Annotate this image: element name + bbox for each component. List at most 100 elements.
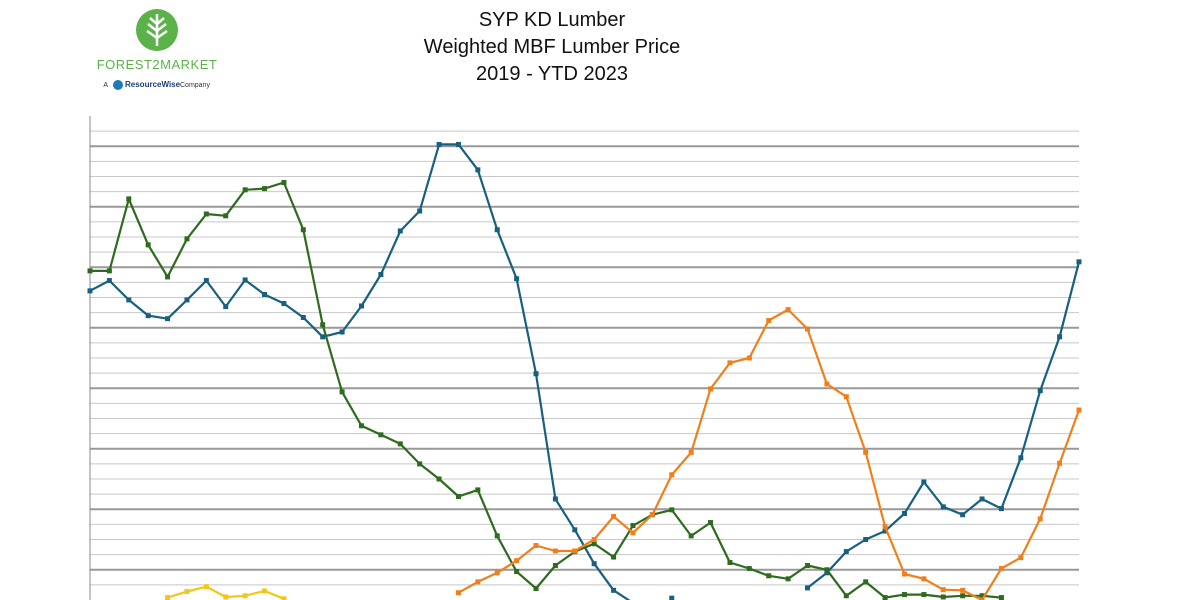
point: [669, 595, 675, 600]
point: [572, 548, 578, 554]
point: [1076, 259, 1082, 265]
point: [475, 487, 481, 493]
point: [708, 520, 714, 526]
point: [184, 236, 190, 242]
point: [746, 355, 752, 361]
point: [417, 461, 423, 467]
point: [843, 549, 849, 555]
logo-brand: ResourceWise: [125, 80, 181, 89]
point: [766, 317, 772, 323]
point: [203, 278, 209, 284]
point: [630, 530, 636, 536]
point: [242, 187, 248, 193]
point: [223, 213, 229, 219]
point: [863, 537, 869, 542]
point: [455, 494, 461, 500]
point: [824, 570, 830, 576]
point: [514, 276, 520, 282]
point: [1057, 334, 1063, 340]
point: [126, 297, 132, 303]
point: [746, 566, 752, 572]
point: [708, 386, 714, 392]
point: [552, 563, 558, 569]
point: [591, 537, 597, 542]
point: [533, 371, 539, 377]
chart-title: SYP KD Lumber: [479, 9, 626, 31]
point: [940, 587, 946, 593]
point: [203, 211, 209, 217]
point: [630, 523, 636, 529]
point: [145, 242, 151, 248]
point: [165, 595, 171, 600]
point: [998, 595, 1004, 600]
point: [184, 297, 190, 303]
point: [960, 593, 966, 599]
point: [901, 571, 907, 577]
point: [475, 579, 481, 585]
point: [940, 504, 946, 510]
point: [863, 579, 869, 585]
logo-suffix: Company: [180, 82, 210, 89]
point: [358, 423, 364, 429]
point: [921, 479, 927, 485]
point: [843, 394, 849, 400]
point: [242, 277, 248, 283]
point: [843, 593, 849, 599]
point: [281, 180, 287, 186]
point: [514, 569, 520, 575]
grid: [89, 116, 1079, 600]
point: [262, 291, 268, 297]
point: [494, 570, 500, 576]
point: [106, 278, 112, 284]
point: [1018, 455, 1024, 461]
point: [184, 589, 190, 595]
point: [262, 588, 268, 594]
point: [126, 196, 132, 202]
point: [242, 593, 248, 599]
point: [494, 533, 500, 539]
plot-area: [87, 141, 1082, 600]
point: [552, 548, 558, 554]
point: [979, 593, 985, 599]
point: [165, 316, 171, 322]
point: [863, 449, 869, 455]
point: [494, 227, 500, 233]
chart-title: Weighted MBF Lumber Price: [424, 36, 680, 58]
point: [688, 449, 694, 455]
point: [436, 476, 442, 482]
point: [572, 527, 578, 533]
point: [805, 326, 811, 332]
point: [300, 314, 306, 320]
point: [1037, 388, 1043, 394]
point: [998, 566, 1004, 572]
point: [397, 441, 403, 447]
point: [145, 313, 151, 319]
point: [785, 576, 791, 582]
point: [960, 512, 966, 518]
point: [106, 268, 112, 274]
point: [339, 329, 345, 335]
point: [688, 533, 694, 539]
point: [223, 304, 229, 310]
point: [979, 496, 985, 502]
point: [533, 586, 539, 592]
point: [591, 561, 597, 567]
series-line: [89, 143, 1081, 600]
series-line: [457, 308, 1081, 600]
point: [669, 507, 675, 513]
point: [475, 167, 481, 173]
point: [824, 567, 830, 573]
point: [1037, 516, 1043, 522]
point: [514, 558, 520, 564]
point: [397, 228, 403, 234]
point: [998, 506, 1004, 512]
point: [785, 307, 791, 313]
logo: FOREST2MARKET A ResourceWise Company: [97, 9, 217, 90]
point: [1018, 555, 1024, 561]
point: [591, 541, 597, 547]
point: [805, 563, 811, 569]
point: [203, 584, 209, 590]
logo-tree: [146, 14, 168, 46]
point: [281, 301, 287, 307]
